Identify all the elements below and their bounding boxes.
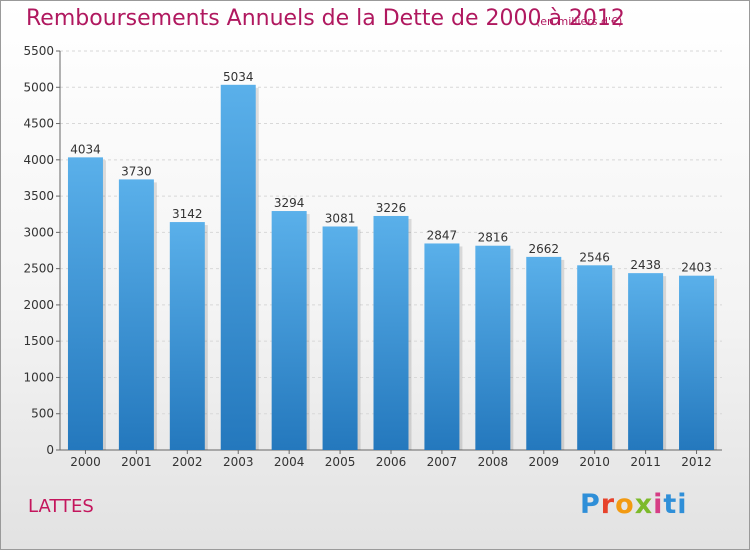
x-tick-label: 2004 <box>274 455 305 469</box>
logo-letter: ti <box>663 489 688 520</box>
x-tick-label: 2009 <box>528 455 559 469</box>
commune-name: LATTES <box>28 496 94 517</box>
y-tick-label: 3000 <box>23 225 54 239</box>
value-label: 3294 <box>274 196 305 210</box>
logo-letter: r <box>600 489 616 520</box>
y-tick-label: 2000 <box>23 298 54 312</box>
x-tick-label: 2000 <box>70 455 101 469</box>
x-tick-label: 2012 <box>681 455 712 469</box>
x-tick-label: 2011 <box>630 455 661 469</box>
y-tick-label: 0 <box>46 443 54 457</box>
logo-letter: x <box>634 489 654 520</box>
value-label: 5034 <box>223 70 254 84</box>
chart-unit: (en milliers d'€) <box>536 15 623 28</box>
x-tick-label: 2008 <box>478 455 509 469</box>
bar-2007 <box>424 243 460 450</box>
bar-2006 <box>373 215 409 450</box>
bar-2000 <box>67 157 103 451</box>
y-tick-label: 500 <box>31 407 54 421</box>
bar-2011 <box>628 273 664 450</box>
y-tick-label: 4500 <box>23 117 54 131</box>
x-tick-label: 2001 <box>121 455 152 469</box>
x-tick-label: 2003 <box>223 455 254 469</box>
value-label: 2847 <box>427 228 458 242</box>
logo-letter: P <box>580 489 601 520</box>
y-tick-label: 4000 <box>23 153 54 167</box>
x-tick-label: 2006 <box>376 455 407 469</box>
y-tick-label: 1000 <box>23 370 54 384</box>
chart-title: Remboursements Annuels de la Dette de 20… <box>26 6 625 31</box>
bar-2009 <box>526 256 562 450</box>
bar-2010 <box>577 265 613 450</box>
x-tick-label: 2005 <box>325 455 356 469</box>
value-label: 3730 <box>121 164 152 178</box>
value-label: 2546 <box>579 250 610 264</box>
y-tick-label: 2500 <box>23 262 54 276</box>
value-label: 2816 <box>478 231 509 245</box>
value-label: 4034 <box>70 142 101 156</box>
value-label: 3226 <box>376 201 407 215</box>
bar-2003 <box>220 84 256 450</box>
value-label: 2438 <box>630 258 661 272</box>
y-tick-label: 1500 <box>23 334 54 348</box>
logo-letter: o <box>615 489 635 520</box>
y-tick-label: 3500 <box>23 189 54 203</box>
x-tick-label: 2002 <box>172 455 203 469</box>
bar-2008 <box>475 245 511 450</box>
bar-2005 <box>322 226 358 450</box>
value-label: 2403 <box>681 261 712 275</box>
value-label: 3081 <box>325 211 356 225</box>
logo-letter: i <box>653 489 664 520</box>
bar-2012 <box>679 275 715 450</box>
value-label: 3142 <box>172 207 203 221</box>
proxiti-logo: Proxiti <box>580 489 688 520</box>
value-label: 2662 <box>528 242 559 256</box>
y-tick-label: 5500 <box>23 44 54 58</box>
x-tick-label: 2007 <box>427 455 458 469</box>
bar-2001 <box>118 179 154 450</box>
bar-2004 <box>271 211 307 450</box>
y-tick-label: 5000 <box>23 80 54 94</box>
bar-2002 <box>169 222 205 450</box>
x-tick-label: 2010 <box>579 455 610 469</box>
